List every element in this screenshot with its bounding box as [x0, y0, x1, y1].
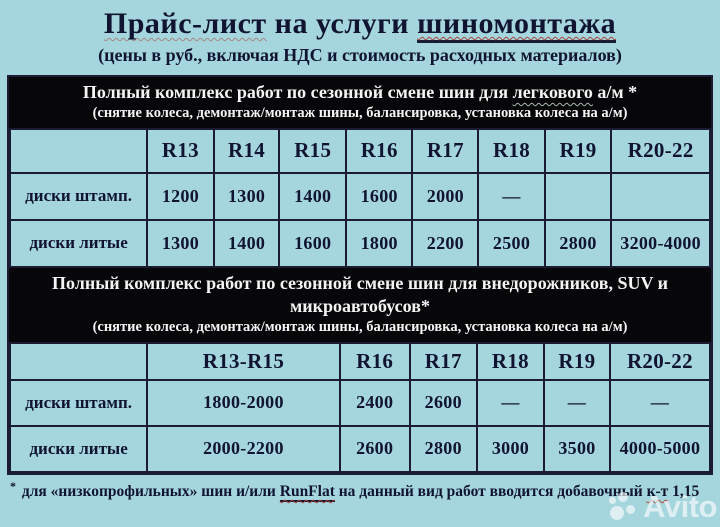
page-subtitle: (цены в руб., включая НДС и стоимость ра… — [98, 44, 622, 65]
column-header-r13-r15: R13-R15 — [146, 341, 341, 381]
price-cell: 2000 — [411, 171, 480, 221]
section1-title-pre: Полный комплекс работ по сезонной смене … — [82, 82, 513, 102]
price-cell: 2200 — [411, 218, 480, 268]
footnote-coefficient-word: к-т — [646, 482, 669, 500]
price-cell: 4000-5000 — [608, 424, 712, 473]
column-header-r18: R18 — [475, 341, 546, 381]
section1-title: Полный комплекс работ по сезонной смене … — [13, 81, 707, 104]
table-header-row: R13 R14 R15 R16 R17 R18 R19 R20-22 — [8, 127, 711, 174]
section1-title-underlined: легкового — [512, 82, 593, 102]
corner-cell — [8, 341, 149, 381]
section1-subtitle: (снятие колеса, демонтаж/монтаж шины, ба… — [92, 105, 628, 122]
price-cell: 2800 — [408, 424, 478, 473]
footnote-asterisk: * — [10, 478, 16, 493]
column-header-r19: R19 — [543, 341, 611, 381]
column-header-r16: R16 — [338, 341, 411, 381]
suv-minibus-price-table: R13-R15 R16 R17 R18 R19 R20-22 диски шта… — [8, 341, 712, 473]
page-title-middle: на услуги — [266, 7, 418, 40]
price-cell: 1600 — [278, 218, 347, 268]
section1-title-post: а/м * — [592, 82, 638, 102]
footnote-text-pre: для «низкопрофильных» шин и/или — [18, 482, 280, 500]
section2-header-bar: Полный комплекс работ по сезонной смене … — [9, 267, 711, 342]
price-cell: 1800-2000 — [146, 378, 341, 427]
row-label: диски литые — [8, 424, 149, 473]
section2-title: Полный комплекс работ по сезонной смене … — [13, 272, 707, 318]
section2-title-line2: микроавтобусов* — [290, 295, 430, 316]
price-cell: 2800 — [543, 218, 613, 268]
passenger-car-price-table: R13 R14 R15 R16 R17 R18 R19 R20-22 диски… — [8, 127, 711, 268]
price-cell: 1300 — [212, 171, 281, 221]
footnote-coefficient-value: 1,15 — [668, 482, 700, 500]
column-header-r20-22: R20-22 — [608, 341, 712, 381]
price-cell: — — [543, 378, 611, 427]
row-label: диски штамп. — [8, 378, 149, 427]
section2-title-line1: Полный комплекс работ по сезонной смене … — [51, 272, 669, 293]
column-header-r18: R18 — [477, 127, 546, 174]
page-title: Прайс-лист на услуги шиномонтажа — [0, 5, 720, 43]
table-header-row: R13-R15 R16 R17 R18 R19 R20-22 — [8, 341, 712, 381]
price-cell: — — [475, 378, 546, 427]
price-cell: 1200 — [146, 171, 215, 221]
column-header-r17: R17 — [408, 341, 478, 381]
column-header-r15: R15 — [278, 127, 347, 174]
price-cell: 3200-4000 — [610, 218, 711, 268]
price-cell: 1300 — [146, 218, 215, 268]
price-cell: 2000-2200 — [146, 424, 341, 473]
column-header-r19: R19 — [543, 127, 613, 174]
price-cell: 1400 — [212, 218, 281, 268]
column-header-r14: R14 — [212, 127, 281, 174]
table-row-stamped-discs: диски штамп. 1800-2000 2400 2600 — — — — [8, 378, 712, 427]
price-cell: — — [477, 171, 546, 221]
column-header-r13: R13 — [146, 127, 215, 174]
price-cell: 1800 — [344, 218, 414, 268]
page-title-word-tireservice: шиномонтажа — [417, 7, 617, 43]
price-cell: 2400 — [338, 378, 411, 427]
price-cell: 2500 — [477, 218, 546, 268]
column-header-r17: R17 — [411, 127, 480, 174]
price-cell — [610, 171, 711, 221]
section2-subtitle: (снятие колеса, демонтаж/монтаж шины, ба… — [92, 318, 628, 335]
section1-header-bar: Полный комплекс работ по сезонной смене … — [9, 77, 711, 128]
footnote-runflat: RunFlat — [279, 482, 335, 502]
price-cell — [543, 171, 613, 221]
footnote-text-mid: на данный вид работ вводится добавочный — [334, 482, 647, 500]
row-label: диски литые — [8, 218, 149, 268]
table-row-stamped-discs: диски штамп. 1200 1300 1400 1600 2000 — — [8, 171, 711, 221]
price-sheet: Полный комплекс работ по сезонной смене … — [7, 75, 713, 475]
footnote: * для «низкопрофильных» шин и/или RunFla… — [10, 478, 720, 502]
row-label: диски штамп. — [8, 171, 149, 221]
price-cell: 3500 — [543, 424, 611, 473]
price-cell: 2600 — [408, 378, 478, 427]
page-title-word-pricelist: Прайс-лист — [103, 7, 267, 40]
price-cell: 1600 — [344, 171, 414, 221]
table-row-alloy-discs: диски литые 2000-2200 2600 2800 3000 350… — [8, 424, 712, 473]
price-cell: 2600 — [338, 424, 411, 473]
corner-cell — [8, 127, 149, 174]
column-header-r16: R16 — [344, 127, 414, 174]
price-cell: 3000 — [475, 424, 546, 473]
table-row-alloy-discs: диски литые 1300 1400 1600 1800 2200 250… — [8, 218, 711, 268]
price-cell: 1400 — [278, 171, 347, 221]
column-header-r20-22: R20-22 — [610, 127, 711, 174]
price-cell: — — [608, 378, 712, 427]
